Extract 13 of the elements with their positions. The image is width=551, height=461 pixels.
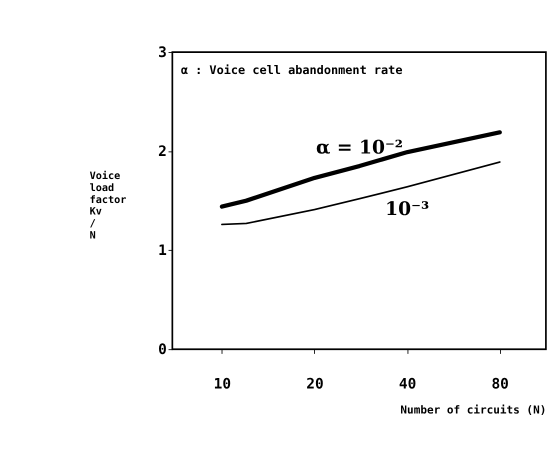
x-tick-label: 20 [306, 376, 324, 393]
x-tick-label: 10 [214, 376, 232, 393]
annotation: α : Voice cell abandonment rate [180, 63, 402, 78]
y-axis-title: Voice load factor Kv / N [90, 170, 126, 242]
x-axis-title: Number of circuits (N) [400, 403, 546, 416]
series-label: 10⁻³ [385, 198, 430, 220]
y-tick-label: 1 [158, 242, 167, 259]
y-tick-label: 3 [158, 44, 167, 61]
series-label: α = 10⁻² [316, 136, 403, 158]
x-tick-label: 40 [398, 376, 416, 393]
x-tick-label: 80 [492, 376, 509, 393]
y-tick-label: 0 [158, 342, 167, 358]
y-tick-label: 2 [158, 144, 167, 160]
